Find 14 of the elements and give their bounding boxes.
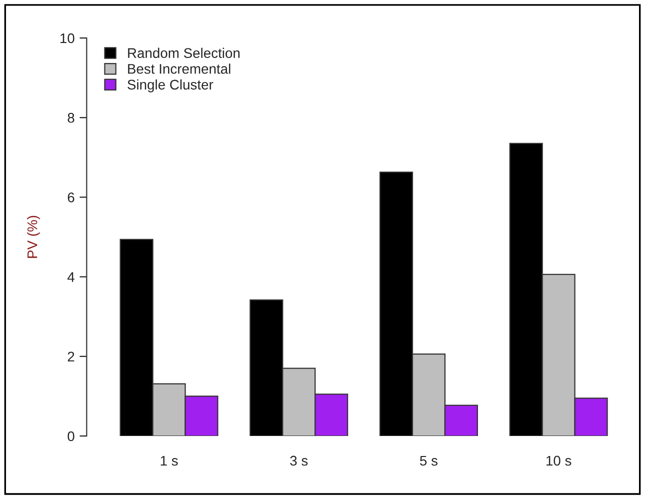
y-tick-label: 2: [68, 352, 74, 362]
x-tick-label: 1 s: [160, 456, 178, 466]
x-tick-label: 3 s: [290, 456, 308, 466]
legend-label: Best Incremental: [128, 64, 230, 74]
legend-label: Random Selection: [128, 48, 240, 58]
y-tick-label: 4: [67, 272, 74, 282]
x-tick-label: 5 s: [420, 456, 438, 466]
y-tick-label: 0: [68, 431, 74, 442]
y-tick-label: 10: [60, 33, 74, 44]
x-tick-label: 10 s: [546, 456, 572, 466]
legend-label: Single Cluster: [128, 79, 214, 92]
y-axis-title: PV (%): [27, 216, 40, 258]
y-tick-label: 6: [68, 192, 74, 202]
y-tick-label: 8: [68, 112, 74, 123]
